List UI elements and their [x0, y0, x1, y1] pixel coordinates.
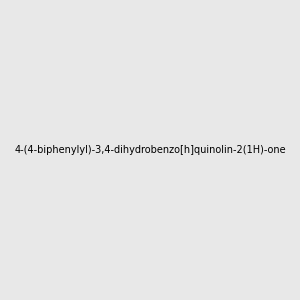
Text: 4-(4-biphenylyl)-3,4-dihydrobenzo[h]quinolin-2(1H)-one: 4-(4-biphenylyl)-3,4-dihydrobenzo[h]quin…: [14, 145, 286, 155]
